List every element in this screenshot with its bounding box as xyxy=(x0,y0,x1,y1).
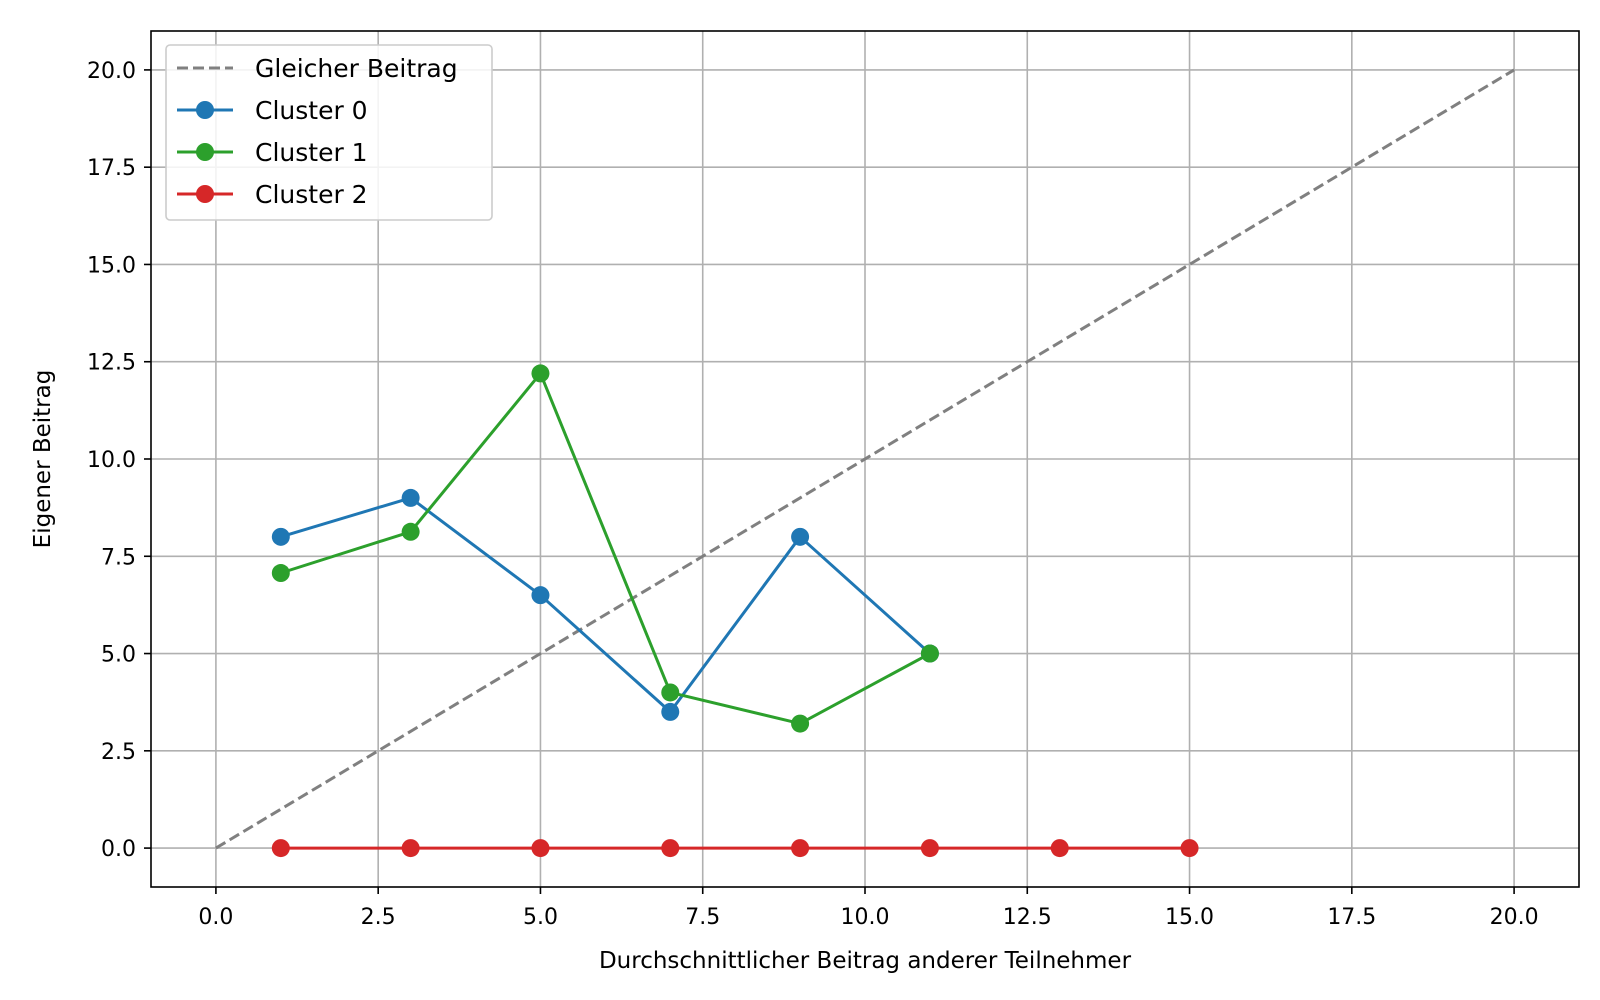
y-tick-label: 15.0 xyxy=(87,253,136,278)
series-cluster-2 xyxy=(271,839,1199,858)
x-tick-label: 20.0 xyxy=(1490,905,1539,930)
data-point xyxy=(1050,839,1069,858)
legend-entry: Cluster 2 xyxy=(177,180,368,209)
series-line xyxy=(280,496,931,714)
y-tick-label: 2.5 xyxy=(101,740,136,765)
data-point xyxy=(531,839,550,858)
data-point xyxy=(661,839,680,858)
legend-label: Gleicher Beitrag xyxy=(255,54,458,83)
x-tick-label: 7.5 xyxy=(685,905,720,930)
data-point xyxy=(661,702,680,721)
x-tick-label: 15.0 xyxy=(1165,905,1214,930)
x-tick-label: 2.5 xyxy=(361,905,396,930)
data-point xyxy=(531,586,550,605)
y-tick-label: 12.5 xyxy=(87,351,136,376)
y-tick-label: 10.0 xyxy=(87,448,136,473)
data-point xyxy=(401,522,420,541)
data-point xyxy=(401,488,420,507)
legend-label: Cluster 1 xyxy=(255,138,368,167)
data-point xyxy=(920,644,939,663)
data-point xyxy=(791,839,810,858)
series-cluster-0 xyxy=(271,488,939,721)
data-point xyxy=(920,839,939,858)
data-point xyxy=(791,527,810,546)
x-tick-label: 17.5 xyxy=(1327,905,1376,930)
y-tick-label: 0.0 xyxy=(101,837,136,862)
legend-swatch-marker xyxy=(196,101,214,119)
data-point xyxy=(1180,839,1199,858)
x-tick-label: 10.0 xyxy=(841,905,890,930)
data-point xyxy=(661,683,680,702)
x-tick-label: 5.0 xyxy=(523,905,558,930)
legend-label: Cluster 2 xyxy=(255,180,368,209)
data-point xyxy=(271,564,290,583)
legend-entry: Cluster 0 xyxy=(177,96,368,125)
y-axis-label: Eigener Beitrag xyxy=(30,370,56,549)
x-axis-label: Durchschnittlicher Beitrag anderer Teiln… xyxy=(599,948,1132,974)
axis-ticks: 0.0 2.5 5.0 7.5 10.0 12.5 15.0 17.5 20.0 0.0 2.5 5.… xyxy=(87,59,1539,930)
reference-line-gleicher-beitrag xyxy=(215,68,1515,850)
y-tick-label: 5.0 xyxy=(101,643,136,668)
data-point xyxy=(791,714,810,733)
legend-entry: Gleicher Beitrag xyxy=(177,54,458,83)
series-layer xyxy=(271,364,1199,858)
reference-line-layer xyxy=(215,68,1515,850)
series-line xyxy=(280,371,931,726)
data-point xyxy=(531,364,550,383)
legend-swatch-marker xyxy=(196,185,214,203)
legend-entry: Cluster 1 xyxy=(177,138,368,167)
y-tick-label: 17.5 xyxy=(87,156,136,181)
y-tick-label: 7.5 xyxy=(101,545,136,570)
data-point xyxy=(401,839,420,858)
x-tick-label: 0.0 xyxy=(198,905,233,930)
legend-label: Cluster 0 xyxy=(255,96,368,125)
legend: Gleicher Beitrag Cluster 0 Cluster 1 Cluste… xyxy=(165,44,493,221)
series-cluster-1 xyxy=(271,364,939,733)
data-point xyxy=(271,527,290,546)
y-tick-label: 20.0 xyxy=(87,59,136,84)
legend-swatch-marker xyxy=(196,143,214,161)
data-point xyxy=(271,839,290,858)
x-tick-label: 12.5 xyxy=(1003,905,1052,930)
legend-box xyxy=(165,44,493,221)
